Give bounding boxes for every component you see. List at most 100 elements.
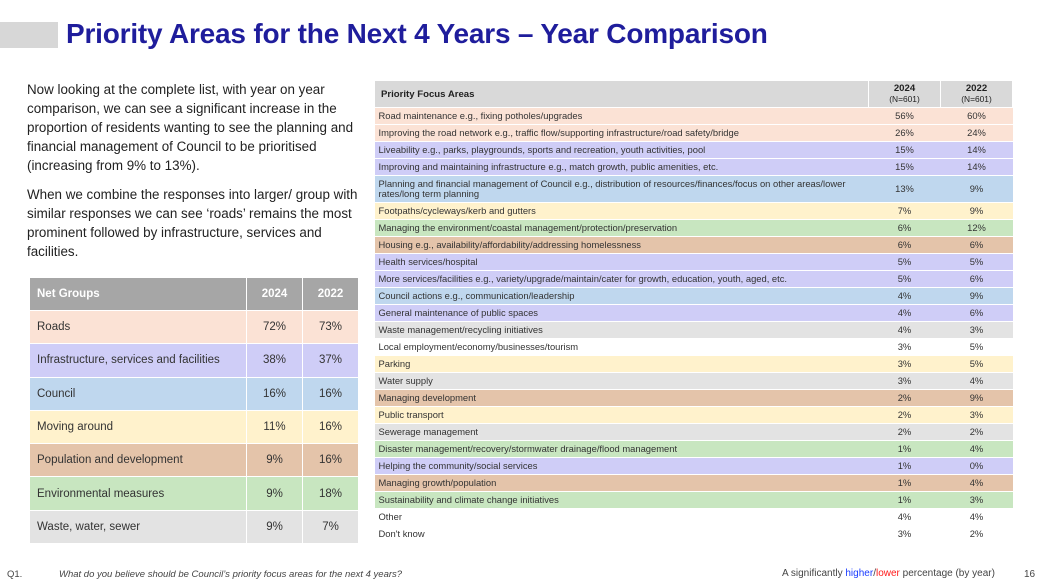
priority-row-2024: 26% <box>868 124 941 142</box>
question-text: What do you believe should be Council’s … <box>59 569 403 580</box>
priority-row-2022: 24% <box>940 124 1013 142</box>
priority-row-label: Sewerage management <box>374 423 869 441</box>
net-group-row-2022: 18% <box>302 476 359 511</box>
legend-text-pre: A significantly <box>782 568 846 579</box>
net-group-row-2022: 7% <box>302 509 359 545</box>
priority-row-label: Disaster management/recovery/stormwater … <box>374 440 869 458</box>
priority-row-2022: 9% <box>940 202 1013 220</box>
priority-row-2024: 4% <box>868 287 941 305</box>
page-number: 16 <box>1024 569 1036 580</box>
legend-text-post: percentage (by year) <box>899 568 995 579</box>
net-group-row-2024: 9% <box>246 476 303 511</box>
priority-body: Road maintenance e.g., fixing potholes/u… <box>374 107 1013 543</box>
question-number: Q1. <box>7 569 23 580</box>
priority-row-2022: 60% <box>940 107 1013 125</box>
priority-row-2022: 5% <box>940 338 1013 356</box>
priority-row: More services/facilities e.g., variety/u… <box>374 270 1013 288</box>
priority-row-label: General maintenance of public spaces <box>374 304 869 322</box>
net-group-row-label: Infrastructure, services and facilities <box>29 343 247 378</box>
priority-row-2022: 2% <box>940 423 1013 441</box>
net-group-row: Environmental measures 9% 18% <box>29 476 359 511</box>
priority-row-2024: 3% <box>868 525 941 543</box>
priority-row-2022: 3% <box>940 406 1013 424</box>
priority-row: Footpaths/cycleways/kerb and gutters 7% 9% <box>374 202 1013 220</box>
priority-row-2024: 6% <box>868 236 941 254</box>
priority-row: Health services/hospital 5% 5% <box>374 253 1013 271</box>
priority-header-2024-n: (N=601) <box>889 94 920 104</box>
priority-row-2024: 5% <box>868 270 941 288</box>
priority-row-label: Public transport <box>374 406 869 424</box>
priority-row-2024: 1% <box>868 474 941 492</box>
priority-row-label: Managing growth/population <box>374 474 869 492</box>
net-group-row: Population and development 9% 16% <box>29 443 359 478</box>
priority-row-2022: 9% <box>940 175 1013 203</box>
priority-row: Other 4% 4% <box>374 508 1013 526</box>
priority-row-2024: 13% <box>868 175 941 203</box>
net-group-row-label: Environmental measures <box>29 476 247 511</box>
priority-row: Water supply 3% 4% <box>374 372 1013 390</box>
priority-row-label: Improving the road network e.g., traffic… <box>374 124 869 142</box>
net-group-row-label: Council <box>29 376 247 411</box>
net-group-row-2022: 73% <box>302 309 359 345</box>
priority-header-2022-n: (N=601) <box>961 94 992 104</box>
priority-row-label: Helping the community/social services <box>374 457 869 475</box>
priority-row-2022: 4% <box>940 440 1013 458</box>
title-accent-bar <box>0 22 58 48</box>
priority-row-2022: 9% <box>940 389 1013 407</box>
net-group-row-2022: 16% <box>302 409 359 445</box>
net-group-row-2024: 9% <box>246 509 303 545</box>
priority-header-2022: 2022 (N=601) <box>940 80 1013 108</box>
net-group-row: Roads 72% 73% <box>29 309 359 345</box>
priority-row-label: Managing development <box>374 389 869 407</box>
priority-row-label: Other <box>374 508 869 526</box>
priority-row-2022: 6% <box>940 304 1013 322</box>
net-group-row-2022: 37% <box>302 343 359 378</box>
legend-slash: / <box>873 568 876 579</box>
net-group-row-2022: 16% <box>302 443 359 478</box>
priority-row: Managing the environment/coastal managem… <box>374 219 1013 237</box>
net-group-row-label: Roads <box>29 309 247 345</box>
priority-row: Public transport 2% 3% <box>374 406 1013 424</box>
priority-row-2024: 1% <box>868 440 941 458</box>
priority-row-2022: 0% <box>940 457 1013 475</box>
net-groups-header-2022: 2022 <box>302 277 359 311</box>
priority-row-label: Sustainability and climate change initia… <box>374 491 869 509</box>
priority-row-2022: 5% <box>940 253 1013 271</box>
priority-row-2022: 6% <box>940 236 1013 254</box>
priority-row-2024: 2% <box>868 423 941 441</box>
intro-paragraph-2: When we combine the responses into large… <box>27 187 358 259</box>
priority-row-2022: 6% <box>940 270 1013 288</box>
priority-row: Waste management/recycling initiatives 4%… <box>374 321 1013 339</box>
priority-row-2024: 15% <box>868 158 941 176</box>
priority-row: Sustainability and climate change initia… <box>374 491 1013 509</box>
priority-row-2024: 3% <box>868 338 941 356</box>
priority-row: Improving and maintaining infrastructure… <box>374 158 1013 176</box>
priority-row-2024: 1% <box>868 491 941 509</box>
net-group-row: Waste, water, sewer 9% 7% <box>29 509 359 545</box>
priority-row-2024: 2% <box>868 406 941 424</box>
priority-row-label: Improving and maintaining infrastructure… <box>374 158 869 176</box>
priority-row-2024: 3% <box>868 355 941 373</box>
priority-row: Parking 3% 5% <box>374 355 1013 373</box>
priority-row-2022: 5% <box>940 355 1013 373</box>
priority-row-2024: 1% <box>868 457 941 475</box>
priority-row-2024: 3% <box>868 372 941 390</box>
net-group-row: Infrastructure, services and facilities 3… <box>29 343 359 378</box>
net-group-row-2024: 9% <box>246 443 303 478</box>
priority-focus-table: Priority Focus Areas 2024 (N=601) 2022 (… <box>374 80 1013 543</box>
priority-row: Improving the road network e.g., traffic… <box>374 124 1013 142</box>
priority-row: Road maintenance e.g., fixing potholes/u… <box>374 107 1013 125</box>
net-groups-table: Net Groups 2024 2022 Roads 72% 73% Infrastr… <box>29 277 359 545</box>
priority-row-label: Local employment/economy/businesses/tour… <box>374 338 869 356</box>
priority-row-2024: 6% <box>868 219 941 237</box>
priority-row: Council actions e.g., communication/lead… <box>374 287 1013 305</box>
significance-legend: A significantly higher/lower percentage … <box>782 568 995 579</box>
net-group-row-2024: 38% <box>246 343 303 378</box>
net-group-row-2024: 11% <box>246 409 303 445</box>
priority-row: Sewerage management 2% 2% <box>374 423 1013 441</box>
priority-row: Managing development 2% 9% <box>374 389 1013 407</box>
priority-row-2024: 4% <box>868 304 941 322</box>
net-groups-body: Roads 72% 73% Infrastructure, services and … <box>29 309 359 545</box>
priority-row-2022: 4% <box>940 508 1013 526</box>
footer-question: Q1. What do you believe should be Council… <box>7 569 402 580</box>
